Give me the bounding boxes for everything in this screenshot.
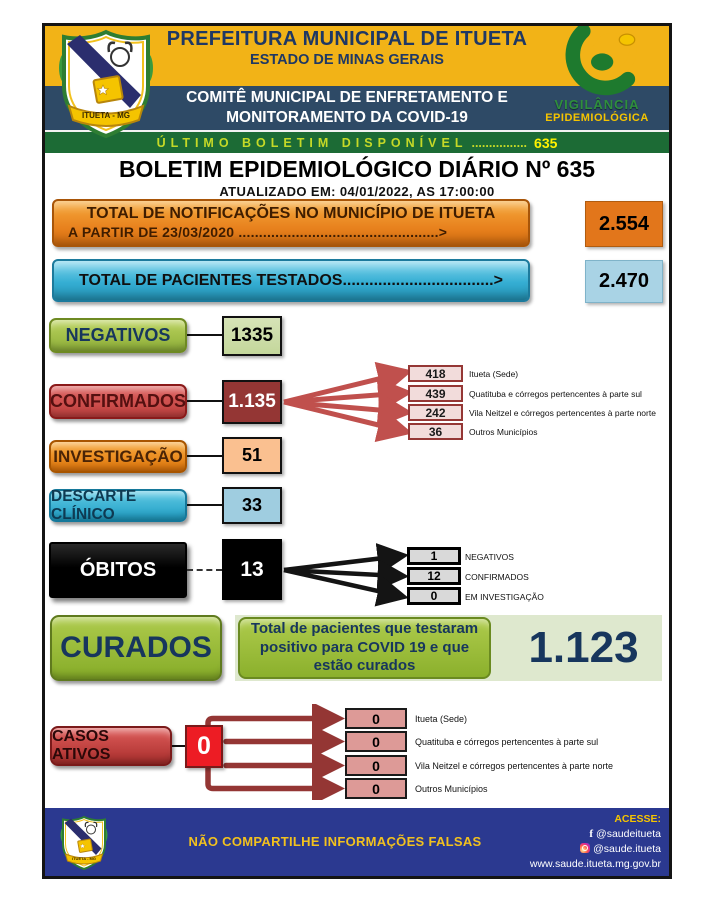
obitos-arrows (283, 543, 408, 607)
facebook-handle: @saudeitueta (596, 828, 661, 840)
descarte-clinico-button: DESCARTE CLÍNICO (49, 488, 187, 523)
curados-description: Total de pacientes que testaram positivo… (238, 617, 491, 679)
casos-breakdown-label: Vila Neitzel e córregos pertencentes à p… (415, 761, 613, 771)
vigilancia-text: VIGILÂNCIA (554, 97, 640, 112)
confirmados-connector-line (187, 400, 222, 402)
obitos-value-box: 13 (222, 539, 282, 600)
obitos-breakdown-value: 12 (407, 567, 461, 585)
notifications-total-value: 2.554 (585, 201, 663, 247)
last-bulletin-dots: ................ (471, 135, 528, 150)
casos-breakdown-label: Outros Municípios (415, 784, 488, 794)
confirmados-arrows (283, 361, 410, 442)
committee-line2: MONITORAMENTO DA COVID-19 (226, 109, 468, 126)
negativos-value-box: 1335 (222, 316, 282, 356)
casos-ativos-arrows (205, 704, 345, 800)
last-bulletin-band: ÚLTIMO BOLETIM DISPONÍVEL ..............… (45, 130, 669, 153)
obitos-connector-line (187, 569, 222, 571)
website-link[interactable]: www.saude.itueta.mg.gov.br (529, 858, 661, 870)
bulletin-board: PREFEITURA MUNICIPAL DE ITUETA ESTADO DE… (42, 23, 672, 879)
confirmados-button: CONFIRMADOS (49, 384, 187, 419)
casos-breakdown-value: 0 (345, 731, 407, 752)
footer-coat-of-arms-logo (57, 815, 111, 871)
tested-total-bar: TOTAL DE PACIENTES TESTADOS.............… (52, 259, 530, 302)
obitos-button: ÓBITOS (49, 542, 187, 598)
casos-breakdown-label: Itueta (Sede) (415, 714, 468, 724)
negativos-connector-line (187, 334, 222, 336)
casos-connector-line (172, 745, 185, 747)
notifications-line2: A PARTIR DE 23/03/2020 .................… (68, 224, 448, 240)
confirmados-breakdown-label: Quatituba e córregos pertencentes à part… (469, 389, 642, 399)
descarte-clinico-value-box: 33 (222, 487, 282, 524)
footer-social-block: ACESSE: f @saudeitueta @saude.itueta www.… (530, 812, 661, 872)
negativos-button: NEGATIVOS (49, 318, 187, 353)
instagram-handle: @saude.itueta (593, 843, 661, 855)
confirmados-breakdown-value: 242 (408, 404, 463, 421)
confirmados-breakdown-label: Itueta (Sede) (469, 369, 519, 379)
committee-title: COMITÊ MUNICIPAL DE ENFRETAMENTO E MONIT… (161, 88, 533, 128)
facebook-link[interactable]: f @saudeitueta (530, 827, 661, 842)
notifications-line1: TOTAL DE NOTIFICAÇÕES NO MUNICÍPIO DE IT… (86, 205, 496, 222)
obitos-breakdown-value: 1 (407, 547, 461, 565)
confirmados-breakdown-label: Outros Municípios (469, 427, 538, 437)
obitos-breakdown-label: NEGATIVOS (465, 552, 514, 562)
curados-value: 1.123 (528, 623, 639, 672)
footer: NÃO COMPARTILHE INFORMAÇÕES FALSAS ACESS… (45, 808, 669, 876)
notifications-total-bar: TOTAL DE NOTIFICAÇÕES NO MUNICÍPIO DE IT… (52, 199, 530, 247)
last-bulletin-number: 635 (534, 134, 558, 151)
access-label: ACESSE: (614, 813, 661, 825)
bulletin-title: BOLETIM EPIDEMIOLÓGICO DIÁRIO Nº 635 (118, 156, 596, 182)
estado-subtitle: ESTADO DE MINAS GERAIS (250, 52, 444, 68)
casos-breakdown-value: 0 (345, 755, 407, 776)
instagram-icon (580, 843, 591, 853)
obitos-breakdown-label: EM INVESTIGAÇÃO (465, 592, 544, 602)
obitos-breakdown-label: CONFIRMADOS (465, 572, 529, 582)
investigacao-button: INVESTIGAÇÃO (49, 440, 187, 473)
prefeitura-title: PREFEITURA MUNICIPAL DE ITUETA (166, 28, 528, 50)
epidemiologica-text: EPIDEMIOLÓGICA (545, 112, 649, 124)
bulletin-updated: ATUALIZADO EM: 04/01/2022, AS 17:00:00 (219, 184, 495, 199)
curados-button: CURADOS (50, 615, 222, 681)
confirmados-breakdown-value: 418 (408, 365, 463, 382)
confirmados-breakdown-label: Vila Neitzel e córregos pertencentes à p… (469, 408, 656, 418)
instagram-link[interactable]: @saude.itueta (530, 842, 661, 857)
last-bulletin-label: ÚLTIMO BOLETIM DISPONÍVEL (156, 135, 468, 150)
header-titles: PREFEITURA MUNICIPAL DE ITUETA ESTADO DE… (161, 28, 533, 68)
vigilancia-logo: VIGILÂNCIA EPIDEMIOLÓGICA (527, 23, 667, 130)
casos-breakdown-value: 0 (345, 778, 407, 799)
facebook-icon: f (589, 828, 594, 840)
casos-ativos-value-box: 0 (185, 725, 223, 768)
casos-ativos-button: CASOS ATIVOS (50, 726, 172, 766)
obitos-breakdown-value: 0 (407, 587, 461, 605)
vigilancia-swoosh-icon (565, 23, 637, 96)
confirmados-breakdown-value: 439 (408, 385, 463, 402)
itueta-coat-of-arms-logo (53, 28, 159, 140)
casos-breakdown-label: Quatituba e córregos pertencentes à part… (415, 737, 599, 747)
footer-message: NÃO COMPARTILHE INFORMAÇÕES FALSAS (188, 834, 482, 849)
committee-line1: COMITÊ MUNICIPAL DE ENFRETAMENTO E (186, 89, 508, 106)
descarte-connector-line (187, 504, 222, 506)
confirmados-value-box: 1.135 (222, 380, 282, 424)
investigacao-connector-line (187, 455, 222, 457)
casos-breakdown-value: 0 (345, 708, 407, 729)
investigacao-value-box: 51 (222, 437, 282, 474)
confirmados-breakdown-value: 36 (408, 423, 463, 440)
tested-total-value: 2.470 (585, 260, 663, 303)
